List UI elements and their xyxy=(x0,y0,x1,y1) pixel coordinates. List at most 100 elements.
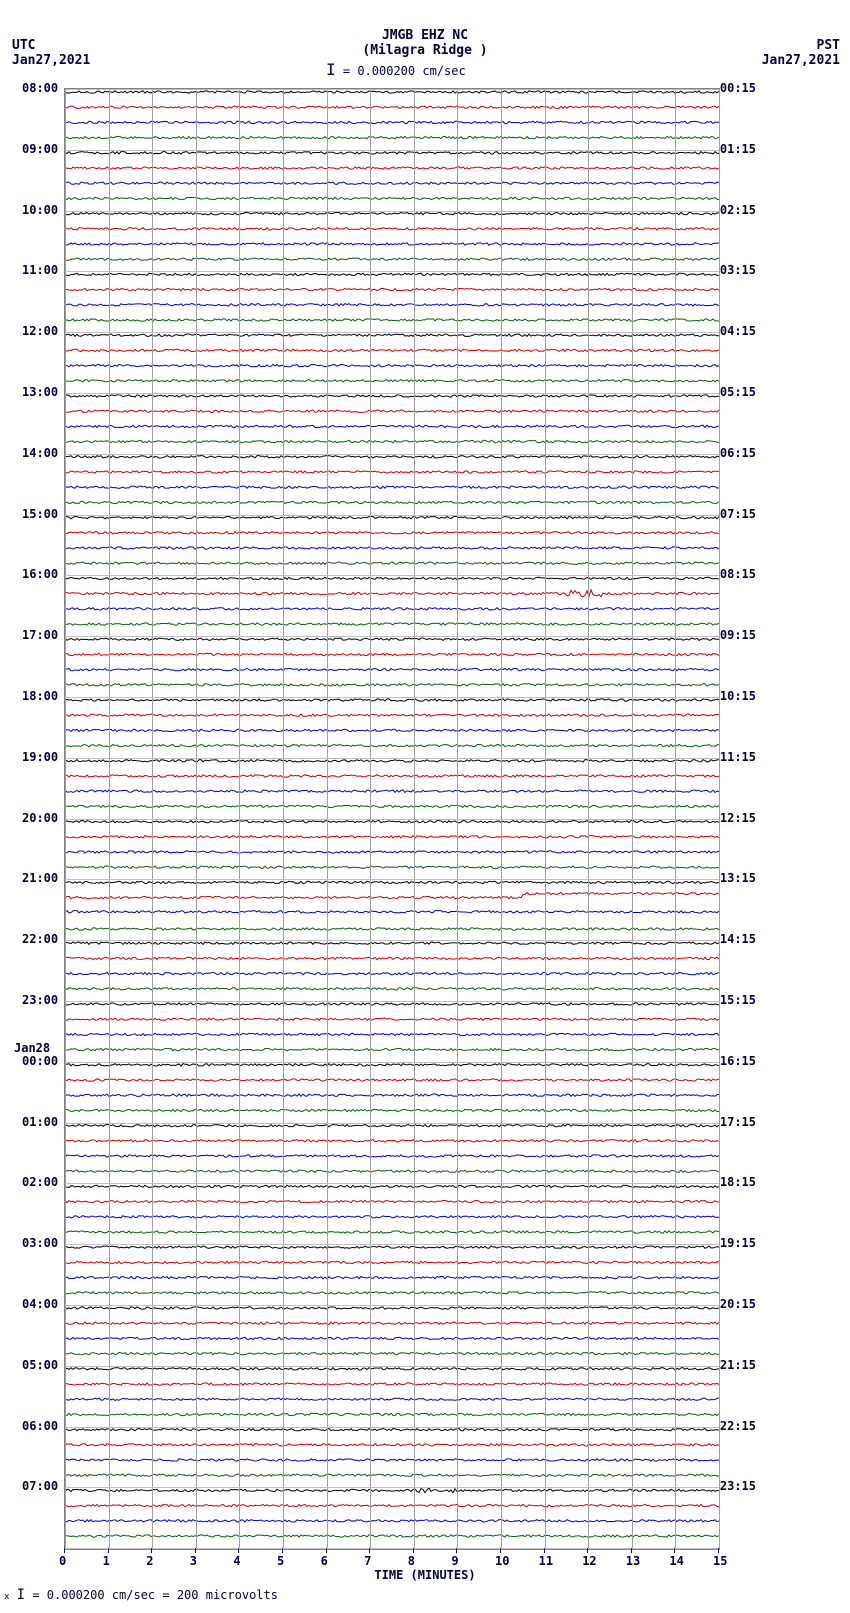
left-time-label: 13:00 xyxy=(22,385,58,399)
grid-hline xyxy=(65,575,719,576)
seismic-trace xyxy=(65,1383,719,1385)
left-time-label: 07:00 xyxy=(22,1479,58,1493)
seismic-trace xyxy=(65,304,719,306)
title-line2: (Milagra Ridge ) xyxy=(0,43,850,58)
left-time-label: 06:00 xyxy=(22,1419,58,1433)
seismic-trace xyxy=(65,942,719,944)
grid-hline xyxy=(65,940,719,941)
x-tick-mark xyxy=(238,1548,239,1553)
seismic-trace xyxy=(65,182,719,184)
seismic-trace xyxy=(65,638,719,640)
grid-hline xyxy=(65,1183,719,1184)
x-tick-mark xyxy=(587,1548,588,1553)
seismic-trace xyxy=(65,425,719,427)
left-time-label: 21:00 xyxy=(22,871,58,885)
x-tick-label: 5 xyxy=(277,1554,284,1568)
right-time-label: 15:15 xyxy=(720,993,756,1007)
x-tick-mark xyxy=(718,1548,719,1553)
right-time-label: 02:15 xyxy=(720,203,756,217)
grid-hline xyxy=(65,1487,719,1488)
seismic-trace xyxy=(65,1033,719,1035)
grid-hline xyxy=(65,697,719,698)
seismic-trace xyxy=(65,1307,719,1309)
seismic-trace xyxy=(65,121,719,123)
right-time-label: 06:15 xyxy=(720,446,756,460)
right-time-label: 17:15 xyxy=(720,1115,756,1129)
grid-hline xyxy=(65,1123,719,1124)
left-time-label: 19:00 xyxy=(22,750,58,764)
seismic-trace xyxy=(65,364,719,366)
grid-hline xyxy=(65,1001,719,1002)
x-tick-label: 7 xyxy=(364,1554,371,1568)
seismic-trace xyxy=(65,1185,719,1187)
left-time-label: 08:00 xyxy=(22,81,58,95)
seismic-trace xyxy=(65,653,719,655)
left-time-label: 17:00 xyxy=(22,628,58,642)
x-tick-label: 8 xyxy=(408,1554,415,1568)
grid-hline xyxy=(65,879,719,880)
seismic-trace xyxy=(65,1048,719,1050)
x-tick-label: 9 xyxy=(451,1554,458,1568)
grid-hline xyxy=(65,1366,719,1367)
grid-hline xyxy=(65,1548,719,1549)
grid-hline xyxy=(65,758,719,759)
seismic-trace xyxy=(65,1094,719,1096)
left-time-label: 11:00 xyxy=(22,263,58,277)
x-tick-mark xyxy=(674,1548,675,1553)
left-time-label: 05:00 xyxy=(22,1358,58,1372)
x-tick-label: 6 xyxy=(321,1554,328,1568)
seismic-trace xyxy=(65,334,719,336)
x-tick-mark xyxy=(456,1548,457,1553)
seismic-trace xyxy=(65,1488,719,1493)
left-date-label: Jan28 xyxy=(14,1041,50,1055)
x-tick-label: 10 xyxy=(495,1554,509,1568)
x-tick-label: 2 xyxy=(146,1554,153,1568)
grid-hline xyxy=(65,393,719,394)
seismic-trace xyxy=(65,440,719,442)
plot-area xyxy=(64,88,720,1550)
seismic-trace xyxy=(65,288,719,290)
grid-hline xyxy=(65,332,719,333)
grid-hline xyxy=(65,89,719,90)
scale-indicator: I = 0.000200 cm/sec xyxy=(326,60,466,79)
seismic-trace xyxy=(65,228,719,230)
seismic-trace xyxy=(65,760,719,762)
x-axis-label: TIME (MINUTES) xyxy=(0,1568,850,1582)
x-tick-mark xyxy=(326,1548,327,1553)
seismic-trace xyxy=(65,167,719,169)
x-tick-label: 4 xyxy=(233,1554,240,1568)
x-tick-mark xyxy=(631,1548,632,1553)
grid-hline xyxy=(65,1305,719,1306)
seismic-trace xyxy=(65,1155,719,1157)
right-time-label: 10:15 xyxy=(720,689,756,703)
seismic-trace xyxy=(65,1140,719,1142)
seismic-trace xyxy=(65,456,719,458)
seismic-trace xyxy=(65,547,719,549)
seismogram-container: JMGB EHZ NC (Milagra Ridge ) I = 0.00020… xyxy=(0,0,850,1613)
left-time-label: 00:00 xyxy=(22,1054,58,1068)
seismic-trace xyxy=(65,1504,719,1506)
grid-hline xyxy=(65,515,719,516)
grid-hline xyxy=(65,211,719,212)
seismic-trace xyxy=(65,243,719,245)
seismic-trace xyxy=(65,699,719,701)
seismic-trace xyxy=(65,836,719,838)
right-time-label: 14:15 xyxy=(720,932,756,946)
seismic-trace xyxy=(65,1276,719,1278)
utc-date: Jan27,2021 xyxy=(12,53,90,68)
seismic-trace xyxy=(65,471,719,473)
seismic-trace xyxy=(65,684,719,686)
seismic-trace xyxy=(65,866,719,868)
left-time-label: 22:00 xyxy=(22,932,58,946)
left-time-label: 03:00 xyxy=(22,1236,58,1250)
seismic-trace xyxy=(65,1246,719,1248)
right-time-label: 11:15 xyxy=(720,750,756,764)
seismic-trace xyxy=(65,532,719,534)
seismic-trace xyxy=(65,608,719,610)
seismic-trace xyxy=(65,851,719,853)
seismic-trace xyxy=(65,1322,719,1324)
seismic-trace xyxy=(65,319,719,321)
seismic-trace xyxy=(65,410,719,412)
right-time-label: 16:15 xyxy=(720,1054,756,1068)
seismic-trace xyxy=(65,106,719,108)
